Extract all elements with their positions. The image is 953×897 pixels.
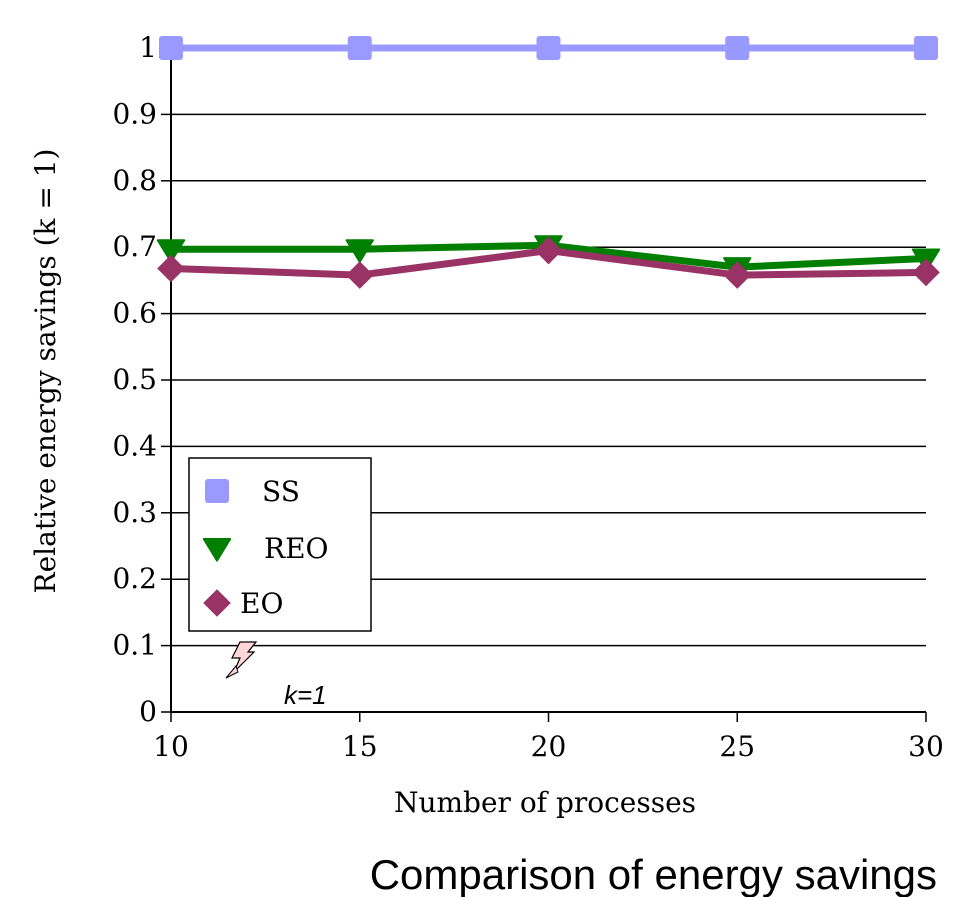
point-ss-0 [159,36,183,60]
legend: SS REO EO [188,457,372,632]
ytick-label-0: 0 [139,695,157,728]
xtick-label-2: 20 [531,730,567,763]
point-ss-3 [725,36,750,60]
legend-marker-ss [205,479,229,503]
legend-label-eo: EO [240,587,283,620]
ytick-label-8: 0.8 [112,164,157,197]
point-eo-4 [912,258,940,287]
ytick-label-6: 0.6 [112,297,157,330]
point-eo-2 [534,236,563,265]
legend-item-reo: REO [202,532,328,565]
legend-marker-reo [202,538,232,562]
point-eo-3 [723,261,752,289]
x-axis-label: Number of processes [394,786,696,819]
ytick-label-4: 0.4 [112,429,157,462]
xtick-label-4: 30 [908,730,944,763]
point-ss-4 [914,36,938,60]
legend-item-ss: SS [205,475,300,508]
axes [170,48,926,713]
series-ss [159,36,938,60]
legend-label-ss: SS [262,475,300,508]
annotation-k1: k=1 [284,680,327,710]
xtick-label-3: 25 [719,730,755,763]
legend-label-reo: REO [264,532,328,565]
ytick-label-1: 0.1 [112,629,157,662]
xtick-label-0: 10 [153,730,189,763]
chart-caption: Comparison of energy savings [370,851,937,897]
series-eo [157,236,940,289]
ytick-label-5: 0.5 [112,363,157,396]
point-ss-2 [536,36,561,60]
legend-items: SS REO EO [202,475,328,620]
series [156,36,941,289]
x-tick-labels: 10 15 20 25 30 [153,730,944,763]
ytick-label-2: 0.2 [112,562,157,595]
point-reo-0 [156,239,186,263]
point-eo-1 [345,261,374,289]
ytick-label-10: 1 [139,31,157,64]
ytick-label-3: 0.3 [112,496,157,529]
legend-item-eo: EO [203,587,283,620]
y-axis-label: Relative energy savings (k = 1) [29,149,62,594]
lightning-icon [225,641,258,679]
point-reo-1 [345,239,374,263]
xtick-label-1: 15 [342,730,378,763]
ytick-label-7: 0.7 [112,230,157,263]
point-ss-1 [347,36,372,60]
point-eo-0 [157,254,185,283]
y-tick-labels: 0 0.1 0.2 0.3 0.4 0.5 0.6 0.7 0.8 0.9 1 [112,31,157,728]
legend-marker-eo [203,589,231,617]
ytick-label-9: 0.9 [112,97,157,130]
